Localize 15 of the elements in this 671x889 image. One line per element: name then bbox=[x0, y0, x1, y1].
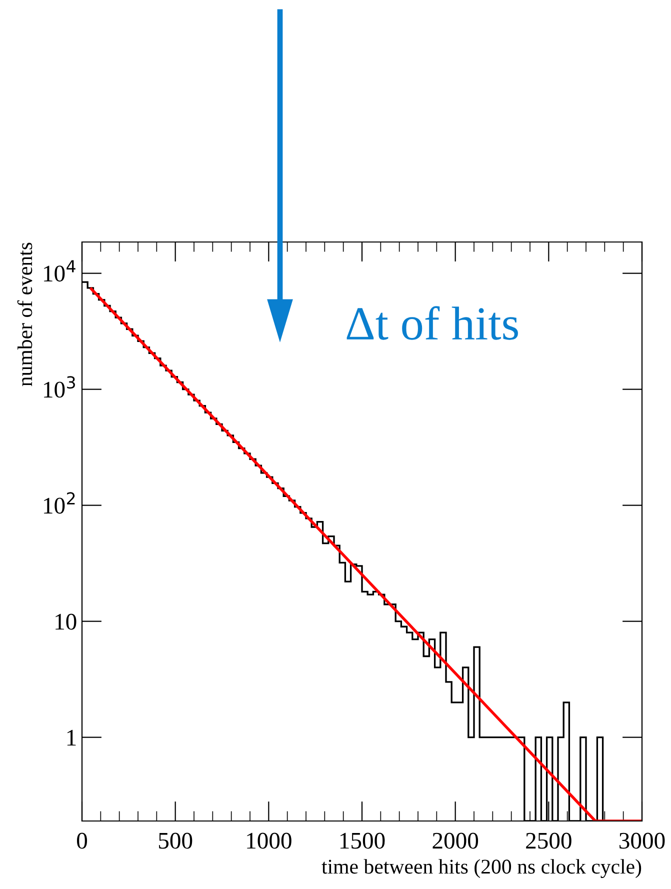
annotation: Δt of hits bbox=[346, 306, 518, 340]
x-tick-label: 3000 bbox=[620, 832, 665, 849]
y-tick-label: 10$^{3}$ bbox=[44, 376, 75, 398]
x-tick-label: 1500 bbox=[340, 832, 385, 849]
y-axis-title: number of events bbox=[17, 242, 32, 386]
x-tick-label: 500 bbox=[158, 832, 192, 849]
x-tick-label: 2500 bbox=[526, 832, 572, 849]
y-tick-label: 1 bbox=[67, 730, 76, 746]
y-tick-label: 10$^{2}$ bbox=[44, 492, 75, 514]
x-tick-label: 1000 bbox=[247, 832, 292, 849]
x-axis-title: time between hits (200 ns clock cycle) bbox=[322, 859, 642, 878]
x-tick-label: 0 bbox=[76, 832, 88, 849]
x-tick-label: 2000 bbox=[432, 832, 478, 849]
y-tick-label: 10 bbox=[56, 614, 76, 630]
y-tick-label: 10$^{4}$ bbox=[44, 260, 76, 282]
